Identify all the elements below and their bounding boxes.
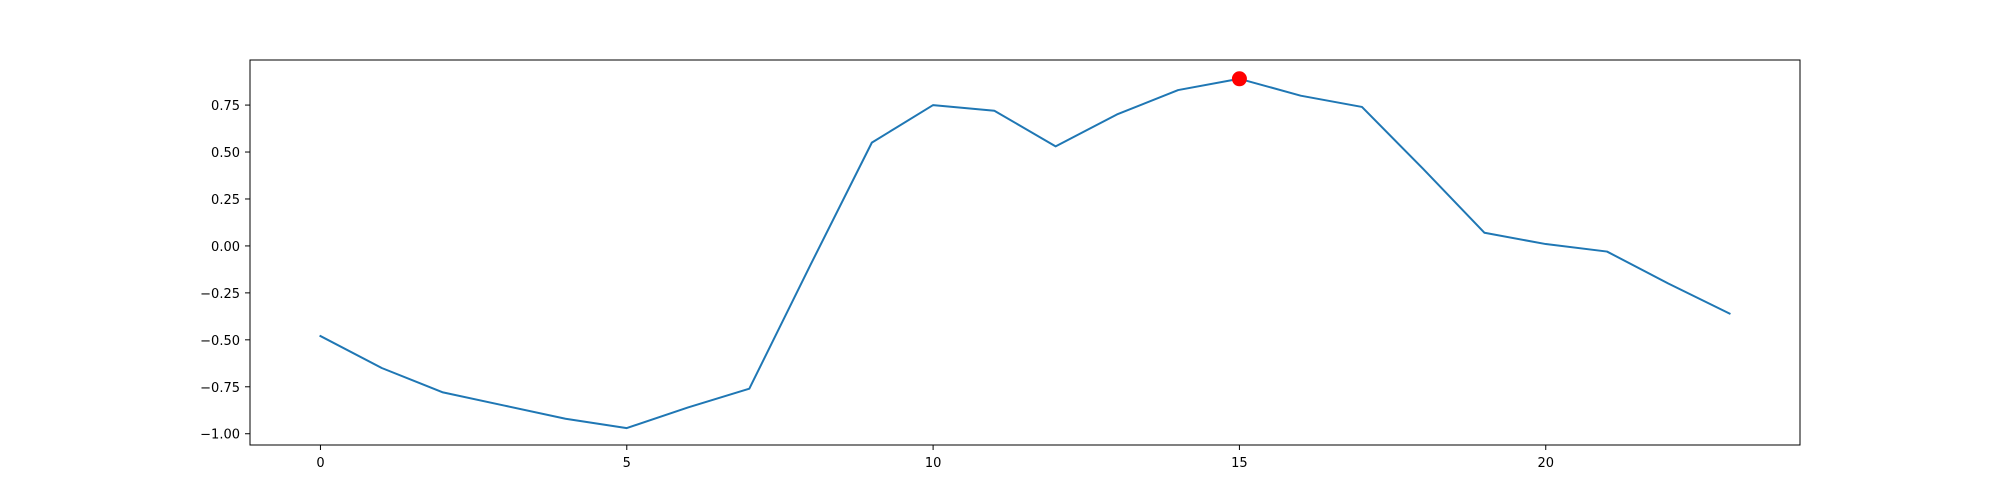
x-tick-label: 0: [316, 456, 324, 471]
y-tick-label: −0.75: [200, 381, 240, 396]
x-axis: 0 5 10 15 20: [316, 445, 1554, 471]
x-tick-label: 5: [623, 456, 631, 471]
y-tick-label: 0.25: [211, 193, 240, 208]
y-tick-label: 0.75: [211, 99, 240, 114]
series-line-0: [319, 77, 1731, 430]
y-tick-label: 0.00: [211, 240, 240, 255]
plot-frame: [249, 59, 1801, 446]
y-tick-label: −1.00: [200, 428, 240, 443]
plot-area: [250, 60, 1800, 445]
x-tick-label: 15: [1231, 456, 1248, 471]
marker-layer: [1231, 71, 1247, 87]
x-tick-label: 10: [925, 456, 942, 471]
y-tick-label: 0.50: [211, 146, 240, 161]
y-axis: −1.00 −0.75 −0.50 −0.25 0.00 0.25 0.50 0.75: [200, 99, 250, 443]
y-tick-label: −0.25: [200, 287, 240, 302]
y-tick-label: −0.50: [200, 334, 240, 349]
series-layer: [319, 77, 1731, 430]
highlight-point: [1231, 71, 1247, 87]
x-tick-label: 20: [1537, 456, 1554, 471]
